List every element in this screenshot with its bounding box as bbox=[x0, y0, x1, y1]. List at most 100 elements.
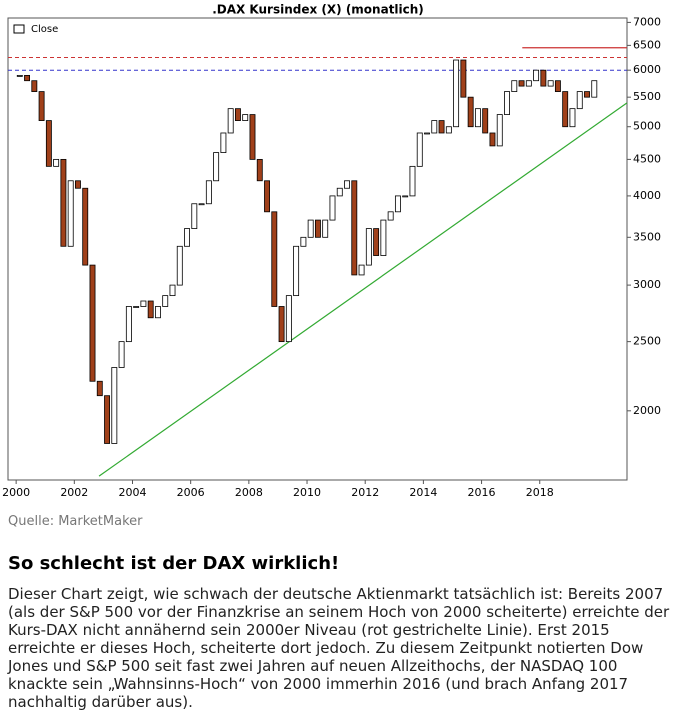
candle bbox=[424, 132, 430, 135]
y-tick-label: 6000 bbox=[633, 63, 661, 76]
source: Quelle: MarketMaker bbox=[8, 514, 143, 529]
y-tick-label: 3000 bbox=[633, 278, 661, 291]
candle bbox=[482, 108, 489, 134]
candle bbox=[547, 80, 554, 87]
y-tick-label: 6500 bbox=[633, 38, 661, 51]
candle bbox=[576, 91, 583, 110]
candle bbox=[45, 120, 52, 167]
candle bbox=[111, 367, 118, 444]
candle bbox=[467, 96, 474, 128]
candle bbox=[220, 132, 227, 153]
y-tick-label: 4500 bbox=[633, 152, 661, 165]
candle bbox=[504, 91, 510, 115]
candle bbox=[438, 120, 445, 134]
candle bbox=[562, 91, 569, 128]
trend-line bbox=[98, 102, 628, 477]
candle bbox=[380, 219, 387, 256]
candle bbox=[184, 228, 190, 247]
chart-title: .DAX Kursindex (X) (monatlich) bbox=[212, 3, 424, 17]
candle bbox=[307, 219, 314, 238]
candle bbox=[525, 80, 532, 87]
plot-content bbox=[8, 47, 628, 477]
x-tick-label: 2014 bbox=[409, 486, 437, 499]
x-tick-label: 2016 bbox=[468, 486, 496, 499]
paragraph: Dieser Chart zeigt, wie schwach der deut… bbox=[8, 585, 670, 711]
y-tick-label: 2000 bbox=[633, 404, 661, 417]
candle bbox=[300, 236, 307, 247]
candle bbox=[140, 300, 147, 307]
candle bbox=[540, 69, 547, 87]
candle bbox=[373, 228, 380, 256]
candle bbox=[584, 91, 590, 98]
candle bbox=[205, 180, 212, 205]
candle bbox=[453, 59, 460, 128]
candle bbox=[213, 152, 220, 182]
candle bbox=[293, 245, 300, 297]
x-tick-label: 2006 bbox=[177, 486, 205, 499]
x-tick-label: 2008 bbox=[235, 486, 263, 499]
candle bbox=[474, 108, 481, 128]
y-tick-label: 7000 bbox=[633, 15, 661, 28]
x-tick-label: 2012 bbox=[351, 486, 379, 499]
candle bbox=[271, 211, 278, 307]
y-tick-label: 4000 bbox=[633, 189, 661, 202]
candle bbox=[191, 203, 198, 229]
candle bbox=[358, 264, 365, 276]
legend-swatch bbox=[13, 24, 25, 34]
candle bbox=[125, 306, 132, 343]
legend-label: Close bbox=[31, 24, 58, 35]
candle bbox=[460, 59, 467, 98]
x-tick-label: 2002 bbox=[60, 486, 88, 499]
candle bbox=[554, 80, 561, 92]
candle bbox=[445, 126, 452, 134]
candle bbox=[533, 69, 540, 82]
candle bbox=[496, 114, 503, 147]
candle bbox=[38, 91, 45, 121]
candle bbox=[387, 211, 394, 221]
candle bbox=[489, 132, 496, 147]
candle bbox=[322, 219, 329, 238]
candle bbox=[67, 180, 74, 247]
candle bbox=[104, 395, 110, 444]
candle bbox=[344, 180, 350, 189]
candle bbox=[169, 284, 176, 297]
candle bbox=[264, 180, 270, 213]
candle bbox=[16, 75, 23, 77]
candle bbox=[591, 80, 598, 98]
candle bbox=[394, 195, 401, 213]
candle bbox=[176, 245, 183, 286]
candle bbox=[409, 165, 416, 197]
candle bbox=[518, 80, 525, 87]
candle bbox=[351, 180, 358, 276]
candle bbox=[365, 228, 372, 266]
candle bbox=[314, 219, 321, 238]
y-tick-label: 3500 bbox=[633, 230, 661, 243]
y-tick-label: 5000 bbox=[633, 120, 661, 133]
candle bbox=[336, 187, 343, 197]
x-tick-label: 2018 bbox=[526, 486, 554, 499]
candle bbox=[242, 114, 249, 121]
candle bbox=[431, 120, 438, 134]
chart: .DAX Kursindex (X) (monatlich) Close 200… bbox=[2, 3, 661, 500]
candle bbox=[227, 108, 234, 134]
candle bbox=[198, 203, 205, 206]
heading: So schlecht ist der DAX wirklich! bbox=[8, 553, 340, 574]
candle bbox=[147, 300, 154, 319]
candle bbox=[82, 187, 89, 266]
plot-area bbox=[7, 17, 628, 481]
candle bbox=[155, 306, 161, 319]
candle bbox=[75, 180, 81, 189]
candle bbox=[249, 114, 256, 160]
candle bbox=[24, 75, 30, 82]
candle bbox=[416, 132, 423, 167]
candle bbox=[53, 158, 60, 167]
candle bbox=[96, 380, 103, 397]
candle bbox=[162, 295, 169, 307]
candle bbox=[60, 158, 67, 247]
candle bbox=[278, 306, 285, 343]
candle bbox=[402, 195, 409, 198]
candle bbox=[285, 295, 292, 343]
candle bbox=[256, 158, 263, 182]
candle bbox=[329, 195, 336, 221]
